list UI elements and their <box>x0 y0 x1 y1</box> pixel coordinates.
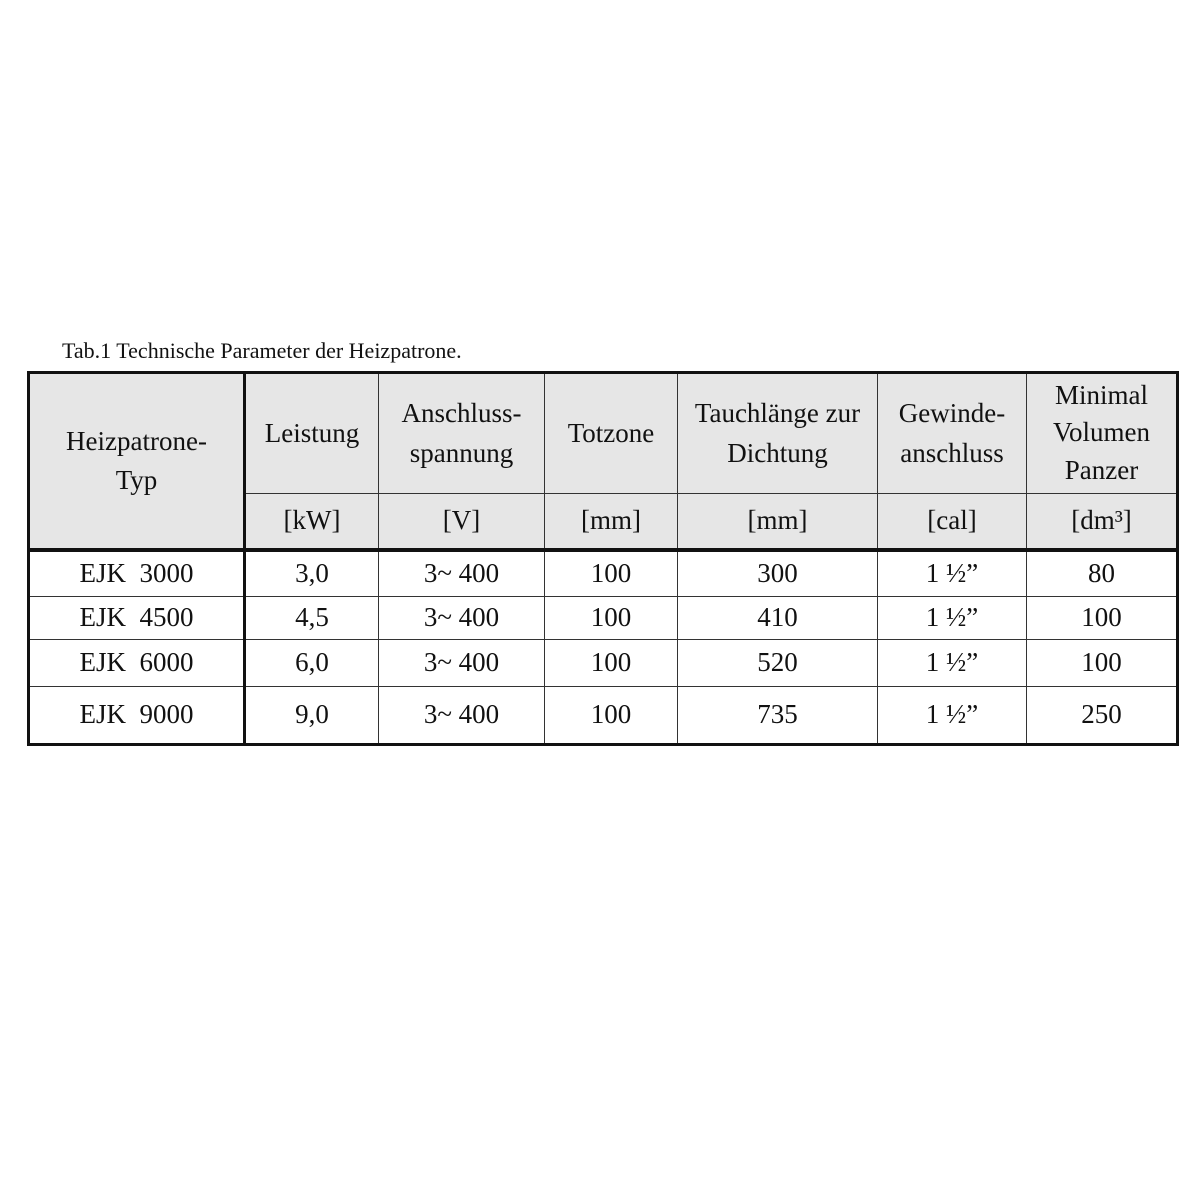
header-gewinde: Gewinde-anschluss <box>877 372 1027 494</box>
header-leistung: Leistung <box>244 372 379 494</box>
parameter-table: Heizpatrone-Typ Leistung Anschluss-spann… <box>27 371 1179 746</box>
unit-mm: [mm] <box>677 493 878 552</box>
table-row: EJK 9000 9,0 3~ 400 100 735 1 ½” 250 <box>28 686 1178 745</box>
table-caption: Tab.1 Technische Parameter der Heizpatro… <box>62 338 462 363</box>
table-row: EJK 4500 4,5 3~ 400 100 410 1 ½” 100 <box>28 596 1178 640</box>
header-spannung: Anschluss-spannung <box>378 372 545 494</box>
header-type: Heizpatrone-Typ <box>28 372 246 552</box>
header-volumen: Minimal Volumen Panzer <box>1026 372 1178 494</box>
unit-cal: [cal] <box>877 493 1027 552</box>
unit-v: [V] <box>378 493 545 552</box>
unit-kw: [kW] <box>244 493 379 552</box>
header-totzone: Totzone <box>544 372 678 494</box>
table-row: EJK 3000 3,0 3~ 400 100 300 1 ½” 80 <box>28 549 1178 597</box>
header-tauchlaenge: Tauchlänge zur Dichtung <box>677 372 878 494</box>
unit-dm3: [dm³] <box>1026 493 1178 552</box>
table-row: EJK 6000 6,0 3~ 400 100 520 1 ½” 100 <box>28 639 1178 687</box>
unit-mm: [mm] <box>544 493 678 552</box>
